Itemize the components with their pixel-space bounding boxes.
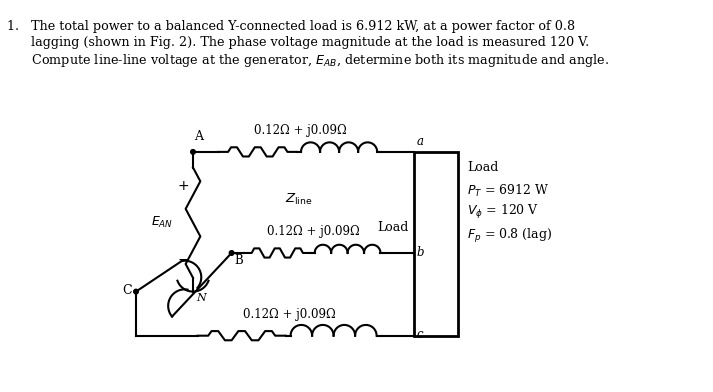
Text: N: N (196, 294, 205, 303)
Text: $V_\phi$ = 120 V: $V_\phi$ = 120 V (467, 203, 539, 221)
Text: A: A (194, 130, 203, 143)
Bar (414, 152, 458, 336)
Text: Compute line-line voltage at the generator, $E_{AB}$, determine both its magnitu: Compute line-line voltage at the generat… (7, 52, 610, 69)
Text: 0.12Ω + j0.09Ω: 0.12Ω + j0.09Ω (243, 308, 336, 321)
Text: lagging (shown in Fig. 2). The phase voltage magnitude at the load is measured 1: lagging (shown in Fig. 2). The phase vol… (7, 36, 590, 49)
Text: $F_p$ = 0.8 (lag): $F_p$ = 0.8 (lag) (467, 227, 552, 245)
Text: +: + (177, 179, 189, 193)
Text: b: b (416, 247, 424, 260)
Text: 1.   The total power to a balanced Y-connected load is 6.912 kW, at a power fact: 1. The total power to a balanced Y-conne… (7, 20, 575, 33)
Text: 0.12Ω + j0.09Ω: 0.12Ω + j0.09Ω (267, 225, 360, 238)
Circle shape (190, 150, 195, 154)
Text: Load: Load (467, 161, 498, 174)
Text: C: C (123, 284, 133, 297)
Text: c: c (416, 328, 423, 341)
Text: Load: Load (378, 221, 409, 234)
Circle shape (134, 289, 138, 294)
Text: a: a (416, 135, 424, 148)
Text: $P_T$ = 6912 W: $P_T$ = 6912 W (467, 182, 549, 198)
Text: $Z_{\rm line}$: $Z_{\rm line}$ (285, 192, 312, 207)
Text: −: − (177, 252, 189, 267)
Text: B: B (235, 254, 243, 267)
Text: $E_{AN}$: $E_{AN}$ (150, 215, 173, 230)
Text: 0.12Ω + j0.09Ω: 0.12Ω + j0.09Ω (254, 124, 347, 137)
Circle shape (230, 250, 234, 255)
